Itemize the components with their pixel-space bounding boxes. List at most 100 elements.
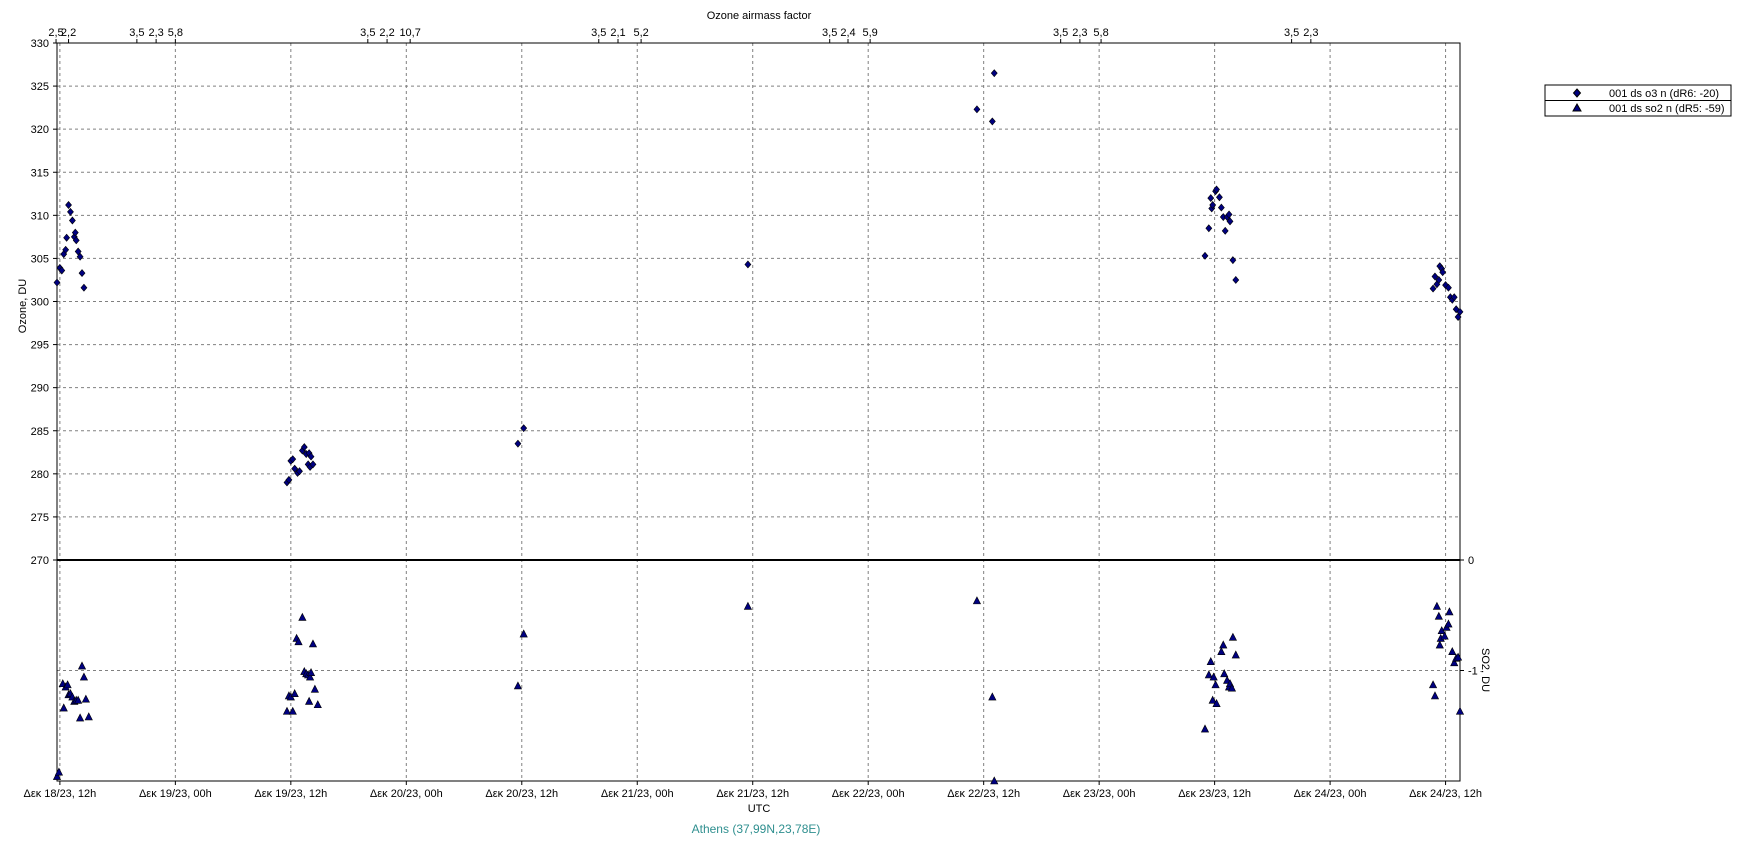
airmass-tick-label: 2,5	[48, 27, 63, 39]
ozone-point	[1209, 201, 1217, 209]
so2-point	[1200, 724, 1210, 733]
ozone-point	[1205, 224, 1213, 233]
location-label: Athens (37,99N,23,78E)	[692, 822, 821, 836]
ozone-point	[1226, 217, 1234, 226]
so2-point	[1227, 683, 1237, 692]
ticks-layer: Δεκ 18/23, 12h Δεκ 19/23, 00h Δεκ 19/23, 1…	[23, 27, 1481, 800]
frame-layer	[56, 42, 1461, 782]
x-tick-label: Δεκ 22/23, 12h	[947, 788, 1020, 800]
ozone-tick-label: 280	[31, 469, 49, 481]
ozone-point	[289, 455, 297, 464]
so2-point	[1432, 601, 1442, 610]
airmass-tick-label: 3,5	[129, 27, 144, 39]
ozone-point	[514, 439, 522, 448]
x-tick-label: Δεκ 19/23, 00h	[139, 788, 212, 800]
ozone-axis-label: Ozone, DU	[17, 279, 29, 333]
so2-point	[306, 668, 316, 677]
ozone-tick-label: 295	[31, 340, 49, 352]
ozone-point	[285, 475, 293, 484]
so2-axis-label: SO2, DU	[1479, 648, 1491, 692]
so2-point	[308, 639, 318, 648]
ozone-point	[1442, 281, 1449, 290]
ozone-point	[71, 228, 79, 237]
airmass-tick-label: 2,3	[1072, 27, 1087, 39]
so2-point	[1444, 619, 1453, 628]
airmass-tick-label: 5,2	[633, 27, 648, 39]
ozone-point	[1221, 226, 1229, 235]
so2-point	[54, 767, 64, 776]
so2-point	[79, 672, 89, 681]
ozone-point	[1213, 185, 1220, 194]
ozone-point	[1429, 284, 1437, 293]
so2-point	[990, 776, 999, 785]
legend-so2-label: 001 ds so2 n (dR5: -59)	[1609, 103, 1725, 115]
ozone-point	[309, 460, 317, 469]
airmass-tick-label: 10,7	[399, 27, 420, 39]
ozone-point	[990, 69, 998, 78]
airmass-tick-label: 3,5	[1053, 27, 1068, 39]
so2-point	[52, 771, 62, 780]
x-tick-label: Δεκ 23/23, 00h	[1063, 788, 1136, 800]
so2-point	[1450, 658, 1459, 667]
ozone-point	[1229, 256, 1237, 265]
ozone-point	[1232, 275, 1240, 284]
airmass-tick-label: 3,5	[822, 27, 837, 39]
so2-point	[310, 684, 319, 693]
so2-point	[513, 681, 523, 690]
legend: 001 ds o3 n (dR6: -20) 001 ds so2 n (dR5…	[1544, 84, 1732, 117]
so2-point	[76, 713, 85, 722]
airmass-tick-label: 5,8	[168, 27, 183, 39]
x-tick-label: Δεκ 23/23, 12h	[1178, 788, 1251, 800]
airmass-tick-label: 2,3	[148, 27, 163, 39]
ozone-point	[1435, 275, 1443, 284]
ozone-tick-label: 330	[31, 38, 49, 50]
ozone-point	[300, 443, 308, 452]
ozone-tick-label: 300	[31, 297, 49, 309]
x-tick-label: Δεκ 20/23, 00h	[370, 788, 443, 800]
so2-point	[1228, 632, 1237, 641]
so2-point	[988, 692, 997, 701]
so2-point	[1455, 706, 1465, 715]
so2-point	[81, 694, 90, 703]
ozone-point	[1439, 268, 1447, 277]
ozone-point	[296, 467, 303, 476]
so2-point	[84, 712, 93, 721]
ozone-point	[63, 233, 71, 242]
ozone-tick-label: 325	[31, 81, 49, 93]
airmass-tick-label: 3,5	[360, 27, 375, 39]
ozone-point	[58, 266, 66, 275]
ozone-tick-label: 270	[31, 555, 49, 567]
ozone-point	[62, 245, 70, 254]
legend-triangle-marker	[1572, 102, 1582, 112]
airmass-tick-label: 3,5	[591, 27, 606, 39]
so2-point	[77, 661, 87, 670]
so2-point	[1204, 670, 1213, 679]
x-tick-label: Δεκ 21/23, 12h	[716, 788, 789, 800]
ozone-point	[78, 269, 86, 278]
ozone-tick-label: 275	[31, 512, 49, 524]
so2-point	[59, 703, 68, 712]
so2-point	[1208, 695, 1217, 704]
airmass-tick-label: 2,4	[840, 27, 855, 39]
ozone-point	[744, 260, 752, 269]
airmass-tick-label: 2,2	[61, 27, 76, 39]
ozone-point	[1217, 203, 1225, 212]
ozone-tick-label: 310	[31, 210, 49, 222]
so2-point	[1445, 607, 1454, 616]
ozone-point	[307, 452, 315, 461]
legend-diamond-marker	[1572, 88, 1582, 98]
so2-point	[290, 689, 299, 698]
x-tick-label: Δεκ 19/23, 12h	[254, 788, 327, 800]
airmass-tick-label: 3,5	[1284, 27, 1299, 39]
so2-point	[972, 596, 982, 605]
ozone-point	[1456, 307, 1464, 316]
ozone-point	[80, 283, 88, 292]
so2-point	[298, 612, 307, 621]
ozone-tick-label: 320	[31, 124, 49, 136]
so2-point	[1453, 652, 1463, 661]
x-axis-label: UTC	[748, 803, 771, 815]
so2-point	[1220, 669, 1229, 678]
ozone-point	[72, 236, 80, 245]
so2-point	[1219, 640, 1228, 649]
